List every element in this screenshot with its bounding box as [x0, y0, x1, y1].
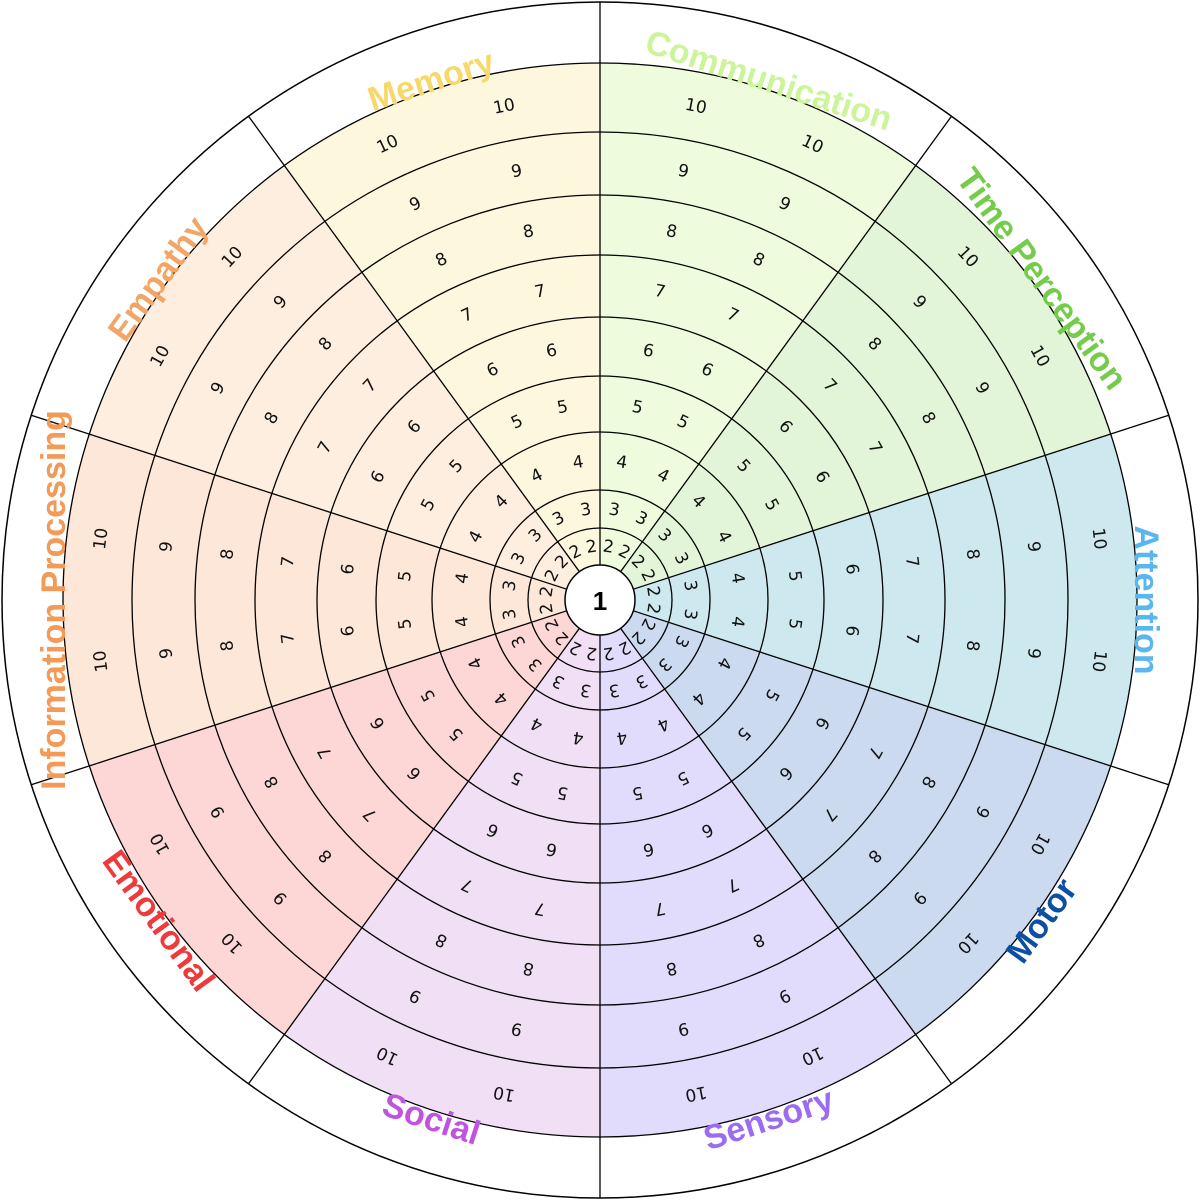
segment-fill-motor — [620, 610, 1111, 1035]
level-number-communication: 7 — [653, 281, 667, 303]
level-number-communication: 10 — [683, 95, 708, 119]
level-number-information-processing: 6 — [338, 624, 359, 637]
level-number-sensory: 3 — [607, 679, 621, 700]
level-number-sensory: 7 — [653, 897, 667, 919]
level-number-communication: 6 — [641, 340, 655, 362]
level-number-social: 7 — [533, 897, 547, 919]
level-number-information-processing: 7 — [278, 555, 299, 568]
level-number-sensory: 8 — [664, 957, 678, 979]
level-number-information-processing: 5 — [395, 570, 416, 583]
level-number-information-processing: 9 — [156, 540, 177, 553]
level-number-information-processing: 2 — [536, 601, 557, 615]
level-number-attention: 5 — [784, 570, 805, 583]
level-number-attention: 10 — [1088, 527, 1110, 551]
level-number-sensory: 4 — [615, 727, 629, 748]
level-number-attention: 4 — [727, 615, 748, 629]
level-number-attention: 4 — [727, 571, 748, 585]
level-number-communication: 9 — [676, 161, 690, 183]
level-number-social: 4 — [571, 727, 585, 748]
level-number-attention: 10 — [1088, 649, 1110, 673]
center-circle — [564, 564, 636, 636]
level-number-information-processing: 4 — [452, 571, 473, 585]
level-number-information-processing: 4 — [452, 615, 473, 629]
level-number-information-processing: 10 — [90, 527, 112, 551]
level-number-memory: 3 — [579, 499, 593, 520]
level-number-sensory: 5 — [630, 782, 644, 804]
level-number-information-processing: 3 — [499, 579, 520, 593]
level-number-information-processing: 7 — [278, 632, 299, 645]
level-number-information-processing: 5 — [395, 617, 416, 630]
level-number-communication: 8 — [664, 221, 678, 243]
level-number-attention: 5 — [784, 617, 805, 630]
level-number-attention: 9 — [1023, 540, 1044, 553]
level-number-attention: 2 — [642, 601, 663, 615]
level-number-memory: 6 — [544, 340, 558, 362]
level-number-memory: 4 — [571, 452, 585, 473]
spoke-line-4 — [633, 610, 1169, 786]
segment-label-information-processing: Information Processing — [35, 410, 73, 790]
segment-fill-memory — [284, 63, 600, 572]
level-number-social: 8 — [521, 957, 535, 979]
spoke-line-8 — [31, 610, 567, 786]
level-number-memory: 2 — [585, 536, 599, 557]
segment-fill-information-processing — [63, 434, 567, 766]
level-number-sensory: 9 — [676, 1018, 690, 1040]
level-number-communication: 5 — [630, 397, 644, 419]
level-number-attention: 3 — [679, 607, 700, 621]
level-number-attention: 9 — [1023, 647, 1044, 660]
level-number-attention: 8 — [962, 639, 983, 652]
level-number-social: 9 — [509, 1018, 523, 1040]
level-number-information-processing: 10 — [90, 649, 112, 673]
level-number-memory: 9 — [509, 161, 523, 183]
spoke-line-2 — [620, 115, 953, 573]
segment-fill-empathy — [89, 165, 580, 590]
spoke-line-10 — [247, 115, 580, 573]
segment-label-attention: Attention — [1127, 525, 1165, 674]
segment-fill-attention — [633, 434, 1137, 766]
spoke-line-7 — [247, 627, 580, 1085]
level-number-memory: 7 — [533, 281, 547, 303]
level-number-attention: 7 — [901, 632, 922, 645]
spoke-line-3 — [633, 414, 1169, 590]
level-number-sensory: 10 — [683, 1081, 708, 1105]
level-number-attention: 8 — [962, 548, 983, 561]
center-number: 1 — [593, 586, 607, 616]
segment-fill-social — [284, 628, 600, 1137]
level-number-information-processing: 2 — [536, 585, 557, 599]
segment-fill-emotional — [89, 610, 580, 1035]
segment-fills — [63, 63, 1137, 1137]
segment-fill-time-perception — [620, 165, 1111, 590]
level-number-attention: 2 — [642, 585, 663, 599]
level-number-information-processing: 6 — [338, 563, 359, 576]
level-number-memory: 5 — [555, 397, 569, 419]
spoke-line-5 — [620, 627, 953, 1085]
level-number-communication: 3 — [607, 499, 621, 520]
spoke-line-9 — [31, 414, 567, 590]
level-number-information-processing: 9 — [156, 647, 177, 660]
level-number-attention: 6 — [841, 563, 862, 576]
spoke-lines — [31, 2, 1169, 1198]
level-number-information-processing: 3 — [499, 607, 520, 621]
segment-fill-sensory — [600, 628, 916, 1137]
level-number-information-processing: 8 — [217, 639, 238, 652]
level-number-attention: 7 — [901, 555, 922, 568]
segment-fill-communication — [600, 63, 916, 572]
level-number-social: 2 — [585, 642, 599, 663]
level-number-social: 10 — [492, 1081, 517, 1105]
level-number-memory: 10 — [492, 95, 517, 119]
level-number-communication: 2 — [601, 536, 615, 557]
level-number-attention: 6 — [841, 624, 862, 637]
level-number-sensory: 2 — [601, 642, 615, 663]
level-number-information-processing: 8 — [217, 548, 238, 561]
level-number-social: 6 — [544, 838, 558, 860]
level-number-memory: 8 — [521, 221, 535, 243]
level-number-social: 3 — [579, 679, 593, 700]
level-number-attention: 3 — [679, 579, 700, 593]
level-number-social: 5 — [555, 782, 569, 804]
level-number-communication: 4 — [615, 452, 629, 473]
level-number-sensory: 6 — [641, 838, 655, 860]
